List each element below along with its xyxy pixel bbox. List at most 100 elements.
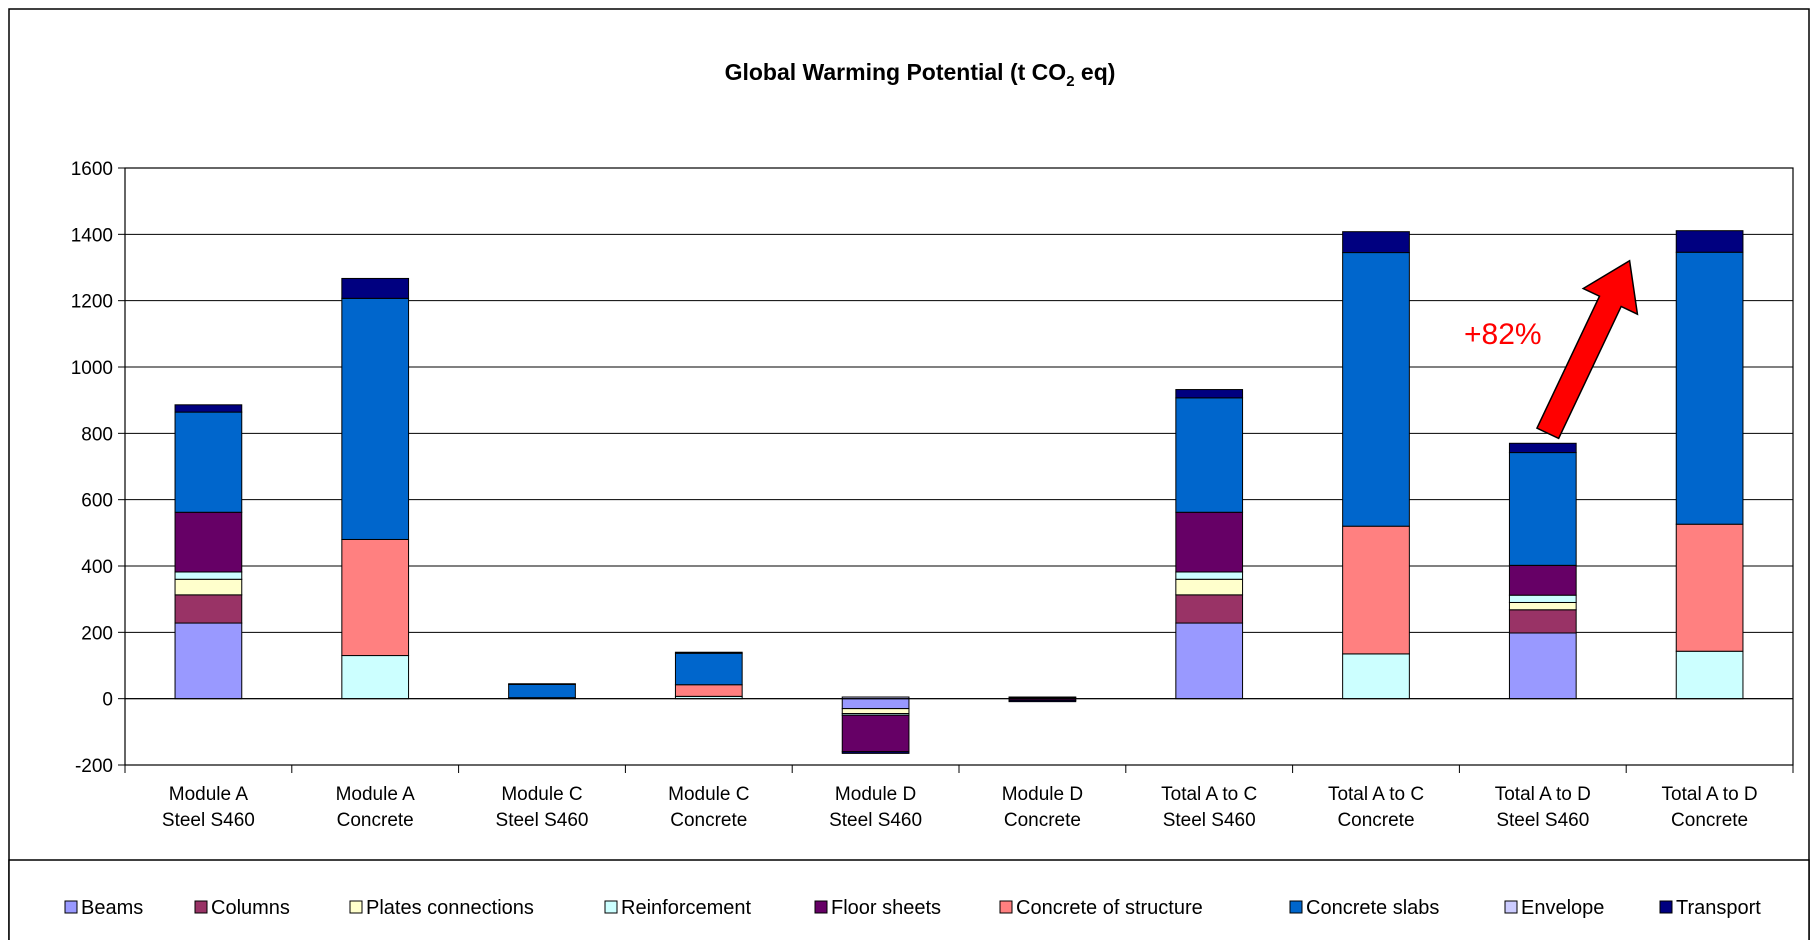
legend-swatch [64, 900, 78, 914]
x-category-label: Total A to D [1662, 784, 1758, 805]
x-category-label: Steel S460 [1163, 810, 1256, 831]
bar-segment [1508, 601, 1577, 611]
bar-segment [1175, 622, 1244, 700]
bar-segment [341, 538, 410, 657]
bar-segment [174, 571, 243, 580]
x-category-label: Total A to C [1328, 784, 1424, 805]
legend-label: Concrete of structure [1016, 897, 1203, 919]
x-category-label: Concrete [1337, 810, 1414, 831]
bar-segment [1175, 578, 1244, 596]
x-category-label: Module C [668, 784, 749, 805]
y-tick-label: 1400 [71, 225, 113, 246]
bar-segment [174, 511, 243, 573]
bar-segment [841, 714, 910, 753]
bar-segment [174, 411, 243, 513]
y-tick-label: 800 [81, 424, 113, 445]
x-category-label: Concrete [337, 810, 414, 831]
bar-segment [1008, 699, 1077, 703]
bar-segment [1675, 230, 1744, 253]
bar-segment [174, 594, 243, 624]
x-category-label: Steel S460 [496, 810, 589, 831]
x-category-label: Concrete [670, 810, 747, 831]
bar-segment [1175, 594, 1244, 624]
bar-segment [341, 655, 410, 700]
legend-label: Plates connections [366, 897, 534, 919]
legend-label: Transport [1676, 897, 1761, 919]
bar-segment [1508, 442, 1577, 454]
x-category-label: Module A [336, 784, 416, 805]
legend-swatch [1504, 900, 1518, 914]
x-category-label: Module C [501, 784, 582, 805]
bar-segment [174, 404, 243, 413]
legend-swatch [999, 900, 1013, 914]
legend-swatch [349, 900, 363, 914]
y-tick-label: 1000 [71, 358, 113, 379]
bar-segment [1342, 231, 1410, 254]
bar-segment [1175, 511, 1244, 573]
y-tick-label: 200 [81, 623, 113, 644]
legend-box [8, 859, 1810, 940]
bar-segment [1342, 252, 1410, 527]
bar-segment [1675, 523, 1744, 652]
legend-label: Floor sheets [831, 897, 941, 919]
bar-segment [1175, 389, 1244, 399]
bar-segment [841, 751, 910, 754]
x-category-label: Module A [169, 784, 249, 805]
x-category-label: Total A to C [1161, 784, 1257, 805]
bar-segment [508, 683, 576, 699]
chart-title: Global Warming Potential (t CO2 eq) [725, 59, 1116, 90]
x-category-label: Module D [1002, 784, 1083, 805]
legend-label: Columns [211, 897, 290, 919]
bar-segment [174, 578, 243, 596]
legend-swatch [604, 900, 618, 914]
bar-segment [1175, 397, 1244, 513]
bar-segment [674, 684, 743, 697]
x-category-label: Total A to D [1495, 784, 1591, 805]
bar-segment [1508, 632, 1577, 700]
y-tick-label: 1200 [71, 292, 113, 313]
legend-label: Beams [81, 897, 143, 919]
bar-segment [1508, 609, 1577, 634]
x-category-label: Module D [835, 784, 916, 805]
y-tick-label: -200 [75, 756, 113, 777]
bar-segment [841, 698, 910, 710]
bar-segment [674, 652, 743, 686]
bar-segment [1508, 452, 1577, 566]
bar-segment [1008, 696, 1077, 699]
legend-swatch [814, 900, 828, 914]
bar-segment [341, 297, 410, 540]
legend-swatch [1289, 900, 1303, 914]
legend: Beams Columns Plates connections Reinforcem… [8, 859, 1810, 940]
bar-segment [174, 622, 243, 700]
y-tick-label: 400 [81, 557, 113, 578]
x-category-label: Concrete [1671, 810, 1748, 831]
bar-segment [1175, 571, 1244, 580]
legend-swatch [194, 900, 208, 914]
bar-segment [1342, 653, 1410, 700]
bar-segment [1675, 251, 1744, 525]
x-category-label: Steel S460 [1496, 810, 1589, 831]
bar-segment [1675, 650, 1744, 700]
increase-arrow [1535, 259, 1639, 440]
bar-segment [341, 277, 410, 299]
legend-label: Envelope [1521, 897, 1604, 919]
increase-annotation: +82% [1464, 318, 1542, 351]
y-tick-label: 0 [102, 690, 113, 711]
bar-segment [674, 651, 743, 654]
x-category-label: Concrete [1004, 810, 1081, 831]
y-tick-label: 600 [81, 491, 113, 512]
x-category-label: Steel S460 [162, 810, 255, 831]
x-category-label: Steel S460 [829, 810, 922, 831]
y-tick-label: 1600 [71, 159, 113, 180]
bar-segment [508, 683, 576, 685]
bar-segment [1508, 594, 1577, 603]
legend-label: Concrete slabs [1306, 897, 1439, 919]
bar-segment [841, 708, 910, 715]
legend-label: Reinforcement [621, 897, 752, 919]
bar-segment [1342, 525, 1410, 655]
plot-area: -200 0 200 400 600 800 1000 1200 1400 1600 Module … [71, 159, 1794, 831]
bar-segment [1508, 564, 1577, 596]
legend-swatch [1659, 900, 1673, 914]
